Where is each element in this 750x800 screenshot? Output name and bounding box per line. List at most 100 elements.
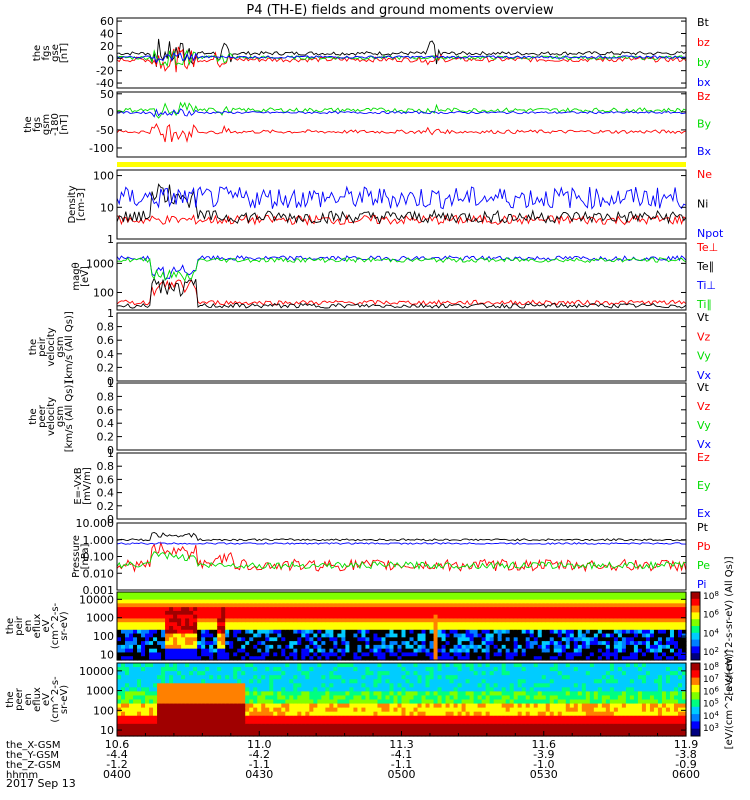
heatmap-cell <box>545 626 551 631</box>
heatmap-cell <box>629 641 635 646</box>
heatmap-cell <box>309 671 314 676</box>
heatmap-cell <box>337 603 342 608</box>
heatmap-cell <box>425 644 431 650</box>
heatmap-cell <box>233 727 238 733</box>
heatmap-cell <box>345 610 351 616</box>
heatmap-cell <box>557 626 563 631</box>
heatmap-cell <box>185 671 190 676</box>
heatmap-cell <box>301 691 306 697</box>
heatmap-cell <box>145 614 150 620</box>
heatmap-cell <box>205 723 210 729</box>
heatmap-cell <box>361 731 367 737</box>
heatmap-cell <box>377 618 383 623</box>
heatmap-cell <box>269 727 274 733</box>
heatmap-cell <box>225 663 230 668</box>
heatmap-cell <box>549 667 555 672</box>
heatmap-cell <box>517 614 523 620</box>
heatmap-cell <box>237 675 242 680</box>
heatmap-cell <box>265 695 270 701</box>
heatmap-cell <box>609 641 615 646</box>
heatmap-cell <box>245 644 250 650</box>
heatmap-cell <box>585 637 591 642</box>
series-line-Ti⊥ <box>116 255 687 281</box>
heatmap-cell <box>313 648 318 654</box>
heatmap-cell <box>553 691 559 697</box>
heatmap-cell <box>297 610 302 616</box>
heatmap-cell <box>581 675 587 680</box>
heatmap-cell <box>577 683 583 688</box>
heatmap-cell <box>277 618 282 623</box>
heatmap-cell <box>225 711 230 717</box>
heatmap-cell <box>277 699 282 705</box>
heatmap-cell <box>161 607 166 612</box>
heatmap-cell <box>569 679 575 684</box>
heatmap-cell <box>637 607 643 612</box>
heatmap-cell <box>297 723 302 729</box>
heatmap-cell <box>573 629 579 635</box>
heatmap-cell <box>365 622 371 627</box>
heatmap-cell <box>361 595 367 601</box>
heatmap-cell <box>253 610 258 616</box>
heatmap-cell <box>321 629 326 635</box>
heatmap-cell <box>461 641 467 646</box>
heatmap-cell <box>485 719 491 725</box>
heatmap-cell <box>389 648 395 654</box>
heatmap-cell <box>285 667 290 672</box>
heatmap-cell <box>121 667 126 672</box>
heatmap-cell <box>121 687 126 692</box>
heatmap-cell <box>205 644 210 650</box>
heatmap-cell <box>237 610 242 616</box>
heatmap-cell <box>521 683 527 688</box>
heatmap-cell <box>397 644 403 650</box>
heatmap-cell <box>533 652 539 657</box>
heatmap-cell <box>509 703 515 709</box>
heatmap-cell <box>485 626 491 631</box>
heatmap-cell <box>137 595 142 601</box>
heatmap-cell <box>377 687 383 692</box>
heatmap-cell <box>221 637 226 642</box>
heatmap-cell <box>309 715 314 721</box>
heatmap-cell <box>205 695 210 701</box>
heatmap-cell <box>601 618 607 623</box>
y-tick-label: 10000 <box>79 593 114 606</box>
heatmap-cell <box>137 629 142 635</box>
heatmap-cell <box>341 687 346 692</box>
heatmap-cell <box>273 637 278 642</box>
heatmap-cell <box>453 731 459 737</box>
heatmap-cell <box>549 644 555 650</box>
heatmap-cell <box>493 671 499 676</box>
heatmap-cell <box>325 675 330 680</box>
heatmap-cell <box>365 707 371 713</box>
heatmap-cell <box>561 648 567 654</box>
heatmap-cell <box>557 629 563 635</box>
heatmap-cell <box>217 644 222 650</box>
heatmap-cell <box>141 675 146 680</box>
heatmap-cell <box>405 618 411 623</box>
heatmap-cell <box>385 610 391 616</box>
heatmap-cell <box>589 607 595 612</box>
heatmap-cell <box>289 719 294 725</box>
heatmap-cell <box>401 707 407 713</box>
heatmap-cell <box>489 711 495 717</box>
heatmap-cell <box>645 607 651 612</box>
heatmap-cell <box>137 614 142 620</box>
heatmap-cell <box>333 652 338 657</box>
heatmap-cell <box>665 607 671 612</box>
heatmap-cell <box>541 691 547 697</box>
heatmap-cell <box>437 629 443 635</box>
heatmap-cell <box>517 648 523 654</box>
heatmap-cell <box>289 715 294 721</box>
heatmap-cell <box>549 637 555 642</box>
series-line-bx <box>116 52 687 64</box>
heatmap-cell <box>413 652 419 657</box>
heatmap-cell <box>177 592 182 597</box>
heatmap-cell <box>641 614 647 620</box>
heatmap-cell <box>501 695 507 701</box>
heatmap-cell <box>501 703 507 709</box>
heatmap-cell <box>629 652 635 657</box>
heatmap-cell <box>497 707 503 713</box>
heatmap-cell <box>133 703 138 709</box>
heatmap-cell <box>397 599 403 604</box>
heatmap-cell <box>445 652 451 657</box>
heatmap-cell <box>153 675 158 680</box>
